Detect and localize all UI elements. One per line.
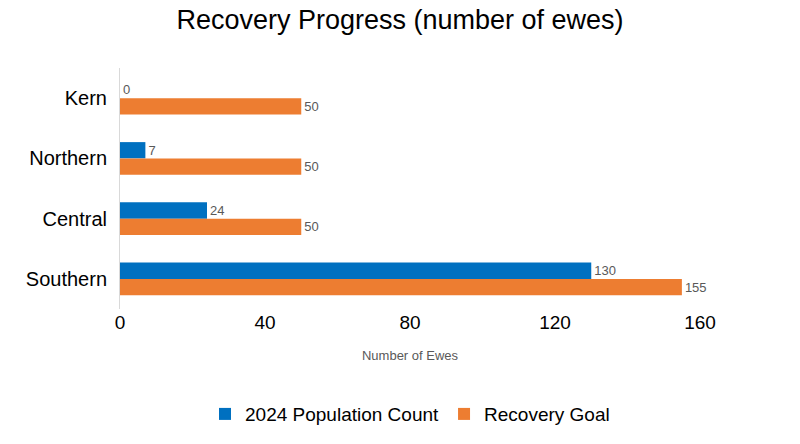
- svg-text:Recovery Goal: Recovery Goal: [484, 404, 610, 425]
- svg-text:120: 120: [539, 312, 571, 333]
- svg-text:50: 50: [304, 219, 318, 234]
- svg-text:40: 40: [254, 312, 275, 333]
- svg-text:80: 80: [399, 312, 420, 333]
- svg-text:Recovery Progress (number of e: Recovery Progress (number of ewes): [176, 5, 623, 35]
- svg-text:Central: Central: [43, 208, 107, 230]
- svg-text:0: 0: [115, 312, 126, 333]
- svg-text:155: 155: [685, 280, 707, 295]
- svg-text:Kern: Kern: [65, 87, 107, 109]
- svg-text:Northern: Northern: [29, 147, 107, 169]
- svg-text:130: 130: [594, 263, 616, 278]
- svg-text:24: 24: [210, 203, 224, 218]
- svg-text:160: 160: [684, 312, 716, 333]
- svg-text:50: 50: [304, 159, 318, 174]
- svg-text:2024 Population Count: 2024 Population Count: [245, 404, 439, 425]
- svg-text:Number of Ewes: Number of Ewes: [362, 348, 459, 363]
- svg-text:Southern: Southern: [26, 268, 107, 290]
- svg-text:7: 7: [148, 143, 155, 158]
- svg-text:0: 0: [123, 82, 130, 97]
- svg-text:50: 50: [304, 99, 318, 114]
